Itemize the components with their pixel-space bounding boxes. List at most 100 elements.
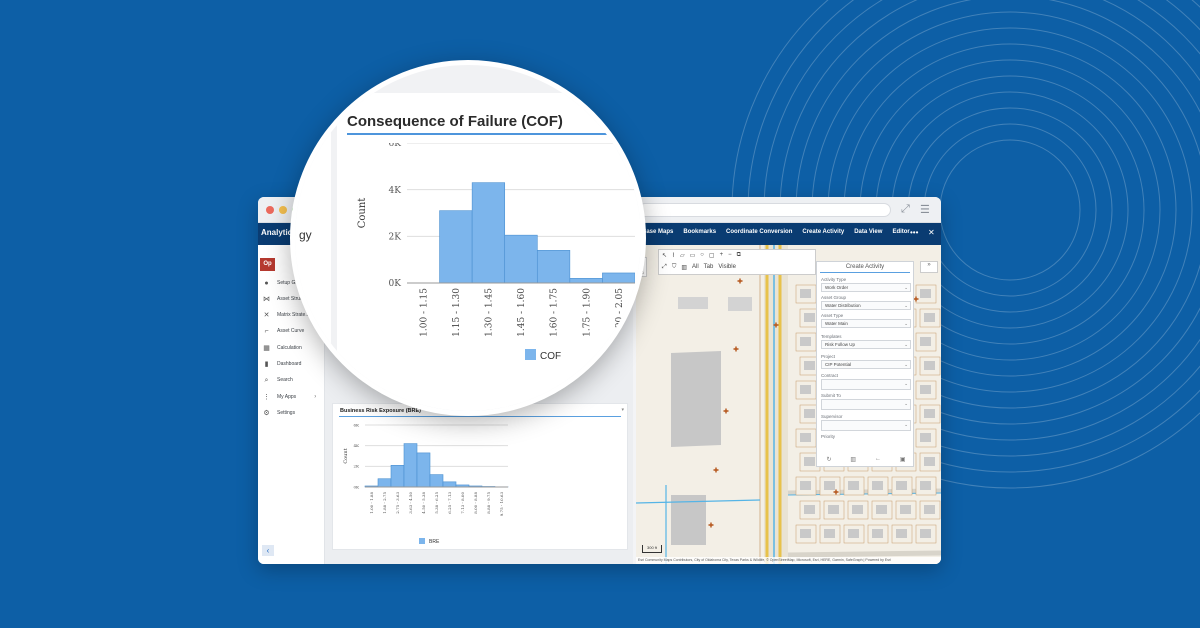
- background-ring: [939, 139, 1081, 281]
- house: [924, 457, 935, 466]
- house: [800, 481, 811, 490]
- house: [920, 481, 931, 490]
- trash-icon[interactable]: ▥: [850, 457, 857, 463]
- collapse-sidebar-button[interactable]: ‹: [262, 545, 274, 556]
- asset-marker-icon: [713, 467, 719, 473]
- chevron-down-icon: ⌄: [904, 321, 908, 326]
- option-all[interactable]: All: [692, 264, 699, 270]
- project-select[interactable]: CIP Potential ⌄: [821, 360, 911, 369]
- calculator-icon: ▦: [263, 344, 270, 352]
- refresh-icon[interactable]: ↻: [826, 457, 832, 463]
- map-view[interactable]: + − ⌂ ↖ ⌇ ▱ ▭ ○ ▢ + − ⧉ ⤢ ⛉ ▥ All Tab: [636, 245, 941, 564]
- back-icon[interactable]: ←: [874, 456, 881, 462]
- y-tick-label: 2K: [353, 464, 360, 469]
- save-icon[interactable]: ▣: [899, 457, 906, 463]
- templates-select[interactable]: Risk Follow Up ⌄: [821, 340, 911, 349]
- panel-collapse-button[interactable]: »: [920, 261, 938, 273]
- trash-icon[interactable]: ▥: [681, 265, 687, 271]
- polygon-icon[interactable]: ▱: [679, 253, 685, 259]
- x-tick-label: 9.75 - 10.63: [499, 492, 504, 517]
- tab-base-maps[interactable]: Base Maps: [642, 229, 674, 235]
- sidebar-item-asset-curve[interactable]: ⌐ Asset Curve: [258, 324, 324, 338]
- chevron-down-icon: ⌄: [904, 422, 908, 427]
- sidebar-item-matrix-strategy[interactable]: ✕ Matrix Strate...: [263, 311, 310, 319]
- magnified-brand-fragment: gy: [299, 228, 312, 242]
- chevron-down-icon: ⌄: [904, 401, 908, 406]
- y-tick-label: 4K: [389, 186, 402, 196]
- sidebar-item-asset-structure[interactable]: ⋈ Asset Struc...: [263, 295, 307, 303]
- chevron-down-icon: ⌄: [904, 342, 908, 347]
- sidebar-item-dashboard[interactable]: ▮ Dashboard: [258, 357, 324, 371]
- polyline-icon[interactable]: ⌇: [672, 253, 675, 259]
- house: [828, 505, 839, 514]
- cof-card-title: Consequence of Failure (COF): [347, 113, 563, 130]
- histogram-bar: [536, 250, 571, 284]
- x-tick-label: 1.45 - 1.60: [517, 288, 527, 337]
- sidebar-item-settings[interactable]: ⚙ Settings: [263, 409, 296, 417]
- tools-icon: ✕: [263, 311, 270, 319]
- tab-coordinate-conversion[interactable]: Coordinate Conversion: [726, 229, 793, 235]
- magnifier-lens: gy Consequence of Failure (COF) 0K 2K 4K 6K…: [290, 60, 646, 416]
- x-tick-label: 1.15 - 1.30: [452, 288, 462, 337]
- legend-label: COF: [540, 351, 561, 362]
- tab-editor[interactable]: Editor: [892, 229, 910, 235]
- y-tick-label: 4K: [353, 443, 360, 448]
- expand-icon[interactable]: ⤢: [901, 203, 910, 215]
- curve-chart-icon: ⌐: [264, 327, 269, 335]
- option-tab[interactable]: Tab: [703, 264, 714, 270]
- chevron-down-icon: ⌄: [904, 303, 908, 308]
- local-street: [787, 550, 941, 558]
- x-tick-label: 3.63 - 4.50: [408, 492, 413, 514]
- rectangle-icon[interactable]: ▭: [689, 253, 696, 259]
- x-tick-label: 6.25 - 7.13: [447, 492, 452, 514]
- bre-card-title: Business Risk Exposure (BRE): [340, 408, 421, 414]
- tab-bookmarks[interactable]: Bookmarks: [683, 229, 717, 235]
- card-rule: [339, 416, 621, 417]
- house: [804, 409, 815, 418]
- filter-icon[interactable]: ⛉: [671, 264, 677, 270]
- house: [800, 385, 811, 394]
- address-bar[interactable]: [638, 203, 891, 217]
- house: [800, 433, 811, 442]
- sidebar-item-setup[interactable]: ● Setup G...: [258, 276, 324, 290]
- asset-marker-icon: [833, 489, 839, 495]
- histogram-bar: [602, 272, 635, 284]
- pointer-icon[interactable]: ↖: [662, 253, 668, 259]
- contract-select[interactable]: ⌄: [821, 379, 911, 390]
- tools-icon[interactable]: ✕: [928, 228, 935, 237]
- sidebar-item-calculation[interactable]: ▦ Calculation: [263, 344, 302, 352]
- circle-icon[interactable]: ○: [700, 252, 704, 258]
- activity-type-select[interactable]: Work Order ⌄: [821, 283, 911, 292]
- remove-icon[interactable]: −: [728, 252, 732, 258]
- bar-chart-icon: ▮: [264, 360, 269, 368]
- minimize-window-dot-icon[interactable]: [279, 206, 287, 214]
- asset-group-select[interactable]: Water Distribution ⌄: [821, 301, 911, 310]
- tab-data-view[interactable]: Data View: [854, 229, 883, 235]
- house: [800, 289, 811, 298]
- tab-create-activity[interactable]: Create Activity: [802, 229, 845, 235]
- bre-card: Business Risk Exposure (BRE) ▾ 0K2K4K6KC…: [332, 403, 628, 550]
- map-attribution: Esri Community Maps Contributors, City o…: [636, 557, 941, 564]
- house: [852, 505, 863, 514]
- copy-icon[interactable]: ⧉: [736, 252, 741, 258]
- hamburger-menu-icon[interactable]: ☰: [920, 204, 930, 216]
- option-visible[interactable]: Visible: [718, 264, 736, 270]
- fullscreen-icon[interactable]: ⤢: [662, 264, 667, 270]
- more-menu-icon[interactable]: •••: [910, 228, 919, 237]
- scale-bar: 300 ft: [642, 545, 663, 553]
- field-label-priority: Priority: [821, 434, 836, 439]
- asset-type-select[interactable]: Water Main ⌄: [821, 319, 911, 328]
- supervisor-select[interactable]: ⌄: [821, 420, 911, 431]
- chat-icon[interactable]: ▢: [708, 253, 715, 259]
- histogram-bar: [439, 210, 473, 284]
- y-tick-label: 0K: [353, 484, 360, 489]
- sidebar-item-search[interactable]: ⌕ Search: [258, 373, 324, 387]
- close-window-dot-icon[interactable]: [266, 206, 274, 214]
- y-axis-title: Count: [357, 198, 368, 229]
- house: [924, 505, 935, 514]
- x-tick-label: 8.88 - 9.75: [486, 492, 491, 514]
- add-icon[interactable]: +: [719, 252, 724, 258]
- field-label-supervisor: Supervisor: [821, 414, 843, 419]
- asset-marker-icon: [737, 278, 743, 284]
- submit-to-select[interactable]: ⌄: [821, 399, 911, 410]
